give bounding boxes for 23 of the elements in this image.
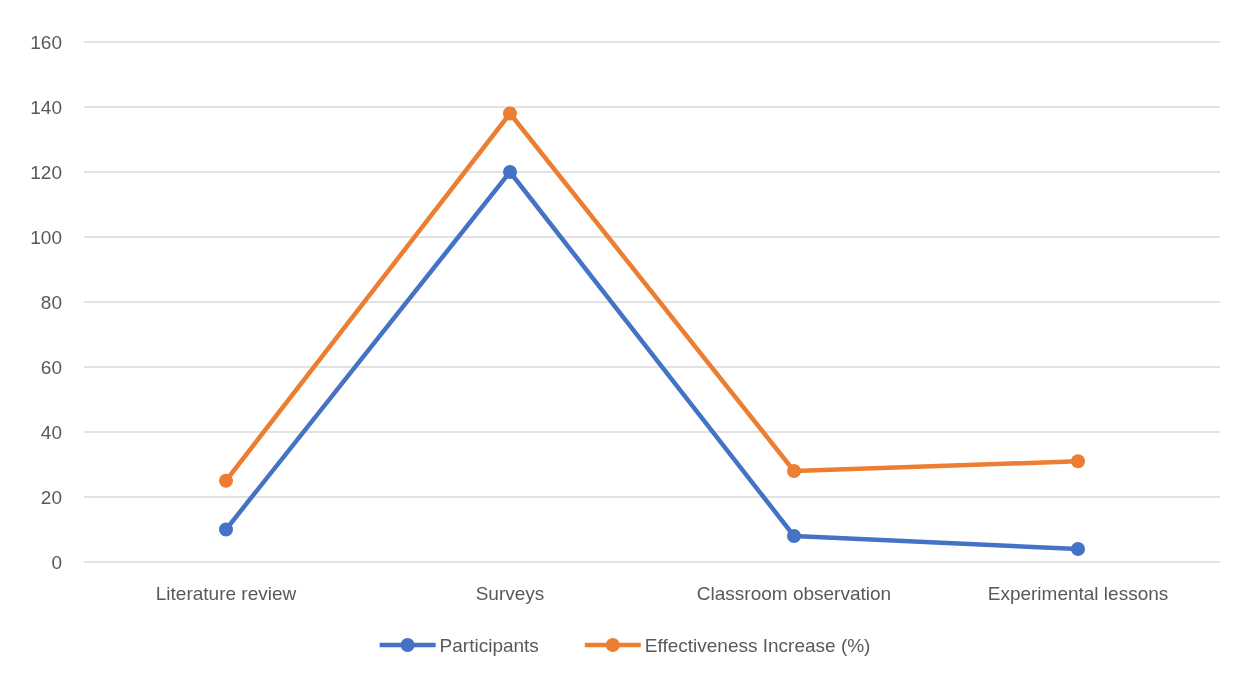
- y-tick-label: 80: [40, 291, 62, 313]
- y-tick-label: 40: [40, 421, 62, 443]
- point: [219, 473, 233, 488]
- point: [503, 106, 517, 121]
- point: [219, 522, 233, 537]
- legend-label: Effectiveness Increase (%): [644, 634, 871, 656]
- point: [1071, 454, 1085, 469]
- point: [787, 464, 801, 478]
- y-tick-label: 20: [40, 486, 62, 508]
- point: [787, 529, 801, 543]
- x-tick-label: Surveys: [475, 583, 545, 604]
- y-tick-label: 60: [40, 356, 62, 378]
- legend-label: Participants: [439, 634, 539, 656]
- y-tick-label: 120: [30, 161, 62, 183]
- y-tick-label: 160: [30, 31, 62, 53]
- y-tick-label: 0: [51, 551, 62, 573]
- x-tick-label: Classroom observation: [696, 583, 892, 604]
- x-tick-label: Literature review: [155, 583, 297, 604]
- point: [1071, 542, 1085, 556]
- y-tick-label: 100: [30, 226, 62, 248]
- point: [503, 165, 517, 179]
- y-tick-label: 140: [30, 96, 62, 118]
- x-tick-label: Experimental lessons: [987, 583, 1169, 604]
